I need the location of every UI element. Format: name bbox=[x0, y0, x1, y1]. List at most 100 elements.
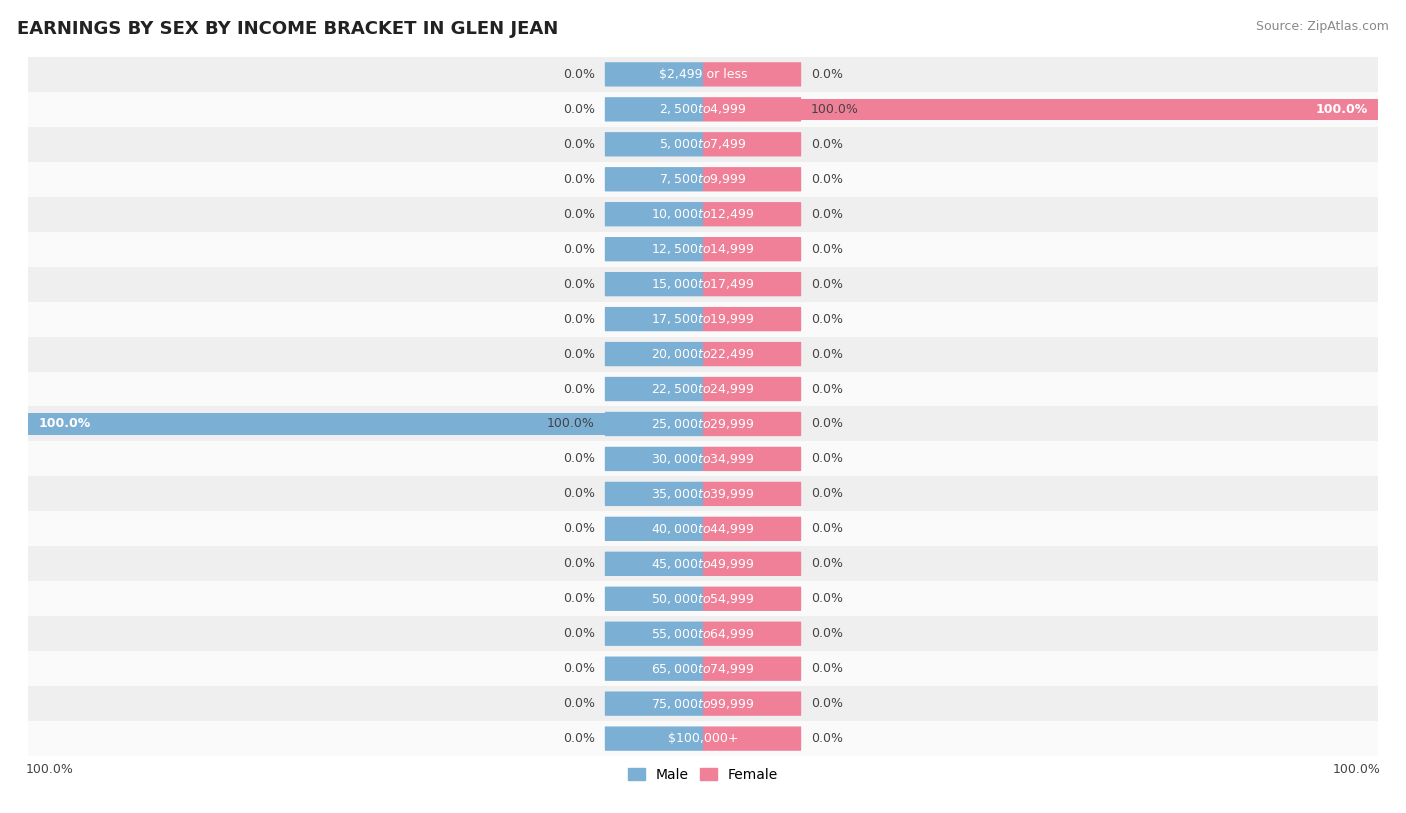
Text: $50,000 to $54,999: $50,000 to $54,999 bbox=[651, 592, 755, 606]
Bar bbox=[679, 204, 703, 224]
FancyBboxPatch shape bbox=[605, 377, 703, 401]
Bar bbox=[28, 413, 703, 435]
Text: 0.0%: 0.0% bbox=[811, 663, 844, 675]
Text: Source: ZipAtlas.com: Source: ZipAtlas.com bbox=[1256, 20, 1389, 33]
Text: 0.0%: 0.0% bbox=[811, 488, 844, 500]
FancyBboxPatch shape bbox=[605, 587, 703, 611]
Text: $40,000 to $44,999: $40,000 to $44,999 bbox=[651, 522, 755, 536]
Bar bbox=[679, 414, 703, 434]
Text: $55,000 to $64,999: $55,000 to $64,999 bbox=[651, 627, 755, 641]
Text: 100.0%: 100.0% bbox=[38, 418, 90, 430]
Bar bbox=[679, 589, 703, 609]
FancyBboxPatch shape bbox=[605, 622, 703, 646]
FancyBboxPatch shape bbox=[605, 692, 703, 715]
Text: $2,499 or less: $2,499 or less bbox=[659, 68, 747, 80]
Bar bbox=[703, 693, 727, 714]
FancyBboxPatch shape bbox=[703, 98, 801, 121]
Bar bbox=[28, 127, 1378, 162]
FancyBboxPatch shape bbox=[703, 692, 801, 715]
Text: $17,500 to $19,999: $17,500 to $19,999 bbox=[651, 312, 755, 326]
Text: 0.0%: 0.0% bbox=[562, 348, 595, 360]
Text: $20,000 to $22,499: $20,000 to $22,499 bbox=[651, 347, 755, 361]
Text: 0.0%: 0.0% bbox=[562, 138, 595, 150]
Bar bbox=[679, 693, 703, 714]
Text: 0.0%: 0.0% bbox=[811, 278, 844, 290]
FancyBboxPatch shape bbox=[605, 133, 703, 156]
FancyBboxPatch shape bbox=[703, 377, 801, 401]
Text: 0.0%: 0.0% bbox=[562, 173, 595, 185]
Bar bbox=[28, 406, 1378, 441]
Bar bbox=[703, 344, 727, 364]
Bar bbox=[703, 449, 727, 469]
Bar bbox=[28, 476, 1378, 511]
Text: 100.0%: 100.0% bbox=[811, 103, 859, 115]
Bar bbox=[28, 721, 1378, 756]
Bar bbox=[703, 239, 727, 259]
Bar bbox=[703, 204, 727, 224]
Bar bbox=[703, 414, 727, 434]
Bar bbox=[679, 554, 703, 574]
Text: 0.0%: 0.0% bbox=[811, 208, 844, 220]
Text: 0.0%: 0.0% bbox=[811, 698, 844, 710]
Text: 0.0%: 0.0% bbox=[811, 348, 844, 360]
Bar bbox=[679, 728, 703, 749]
FancyBboxPatch shape bbox=[703, 447, 801, 471]
Text: $10,000 to $12,499: $10,000 to $12,499 bbox=[651, 207, 755, 221]
FancyBboxPatch shape bbox=[703, 342, 801, 366]
Bar bbox=[28, 546, 1378, 581]
Text: 0.0%: 0.0% bbox=[562, 628, 595, 640]
Bar bbox=[679, 344, 703, 364]
Text: $30,000 to $34,999: $30,000 to $34,999 bbox=[651, 452, 755, 466]
Text: $22,500 to $24,999: $22,500 to $24,999 bbox=[651, 382, 755, 396]
FancyBboxPatch shape bbox=[605, 412, 703, 436]
Bar bbox=[703, 659, 727, 679]
Legend: Male, Female: Male, Female bbox=[623, 763, 783, 788]
Text: 0.0%: 0.0% bbox=[811, 523, 844, 535]
Bar bbox=[28, 267, 1378, 302]
FancyBboxPatch shape bbox=[703, 202, 801, 226]
Text: 0.0%: 0.0% bbox=[562, 663, 595, 675]
Text: 0.0%: 0.0% bbox=[811, 68, 844, 80]
Text: 0.0%: 0.0% bbox=[811, 243, 844, 255]
Bar bbox=[703, 519, 727, 539]
Bar bbox=[703, 379, 727, 399]
Bar bbox=[679, 134, 703, 154]
FancyBboxPatch shape bbox=[605, 98, 703, 121]
FancyBboxPatch shape bbox=[703, 517, 801, 541]
Text: $35,000 to $39,999: $35,000 to $39,999 bbox=[651, 487, 755, 501]
FancyBboxPatch shape bbox=[703, 482, 801, 506]
FancyBboxPatch shape bbox=[605, 63, 703, 86]
FancyBboxPatch shape bbox=[605, 517, 703, 541]
FancyBboxPatch shape bbox=[703, 412, 801, 436]
Text: $75,000 to $99,999: $75,000 to $99,999 bbox=[651, 697, 755, 711]
Text: $7,500 to $9,999: $7,500 to $9,999 bbox=[659, 172, 747, 186]
Bar bbox=[28, 511, 1378, 546]
Text: 0.0%: 0.0% bbox=[811, 593, 844, 605]
FancyBboxPatch shape bbox=[703, 133, 801, 156]
Text: EARNINGS BY SEX BY INCOME BRACKET IN GLEN JEAN: EARNINGS BY SEX BY INCOME BRACKET IN GLE… bbox=[17, 20, 558, 38]
Text: 100.0%: 100.0% bbox=[1333, 763, 1381, 776]
Bar bbox=[28, 232, 1378, 267]
Bar bbox=[703, 274, 727, 294]
Bar bbox=[703, 169, 727, 189]
Bar bbox=[28, 197, 1378, 232]
Bar bbox=[28, 441, 1378, 476]
FancyBboxPatch shape bbox=[605, 657, 703, 680]
FancyBboxPatch shape bbox=[703, 167, 801, 191]
FancyBboxPatch shape bbox=[605, 307, 703, 331]
Text: 0.0%: 0.0% bbox=[562, 68, 595, 80]
FancyBboxPatch shape bbox=[703, 237, 801, 261]
FancyBboxPatch shape bbox=[703, 587, 801, 611]
Bar bbox=[679, 169, 703, 189]
Text: 0.0%: 0.0% bbox=[562, 453, 595, 465]
FancyBboxPatch shape bbox=[703, 622, 801, 646]
Text: 0.0%: 0.0% bbox=[562, 103, 595, 115]
Text: 0.0%: 0.0% bbox=[811, 453, 844, 465]
Bar bbox=[679, 64, 703, 85]
Text: 0.0%: 0.0% bbox=[562, 383, 595, 395]
Text: $5,000 to $7,499: $5,000 to $7,499 bbox=[659, 137, 747, 151]
Text: 100.0%: 100.0% bbox=[25, 763, 73, 776]
Text: 0.0%: 0.0% bbox=[811, 313, 844, 325]
Text: 0.0%: 0.0% bbox=[811, 173, 844, 185]
FancyBboxPatch shape bbox=[605, 202, 703, 226]
